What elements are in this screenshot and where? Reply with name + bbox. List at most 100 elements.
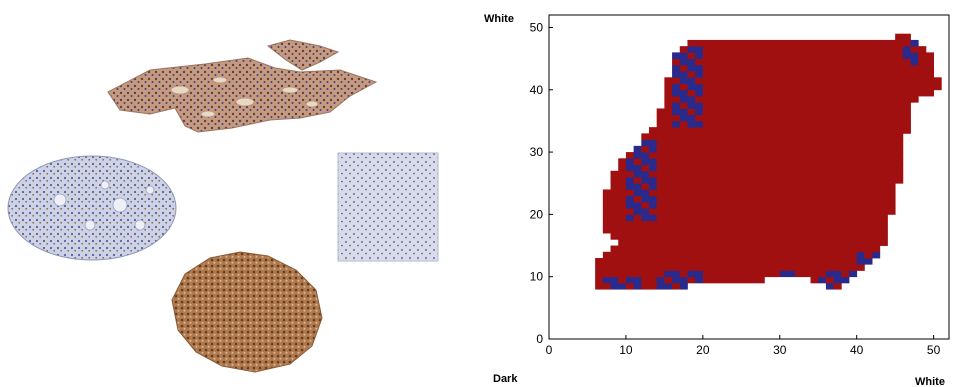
heatmap-cell [702, 89, 711, 97]
heatmap-cell [787, 214, 796, 222]
heatmap-cell [756, 208, 765, 215]
heatmap-cell-edge [695, 64, 704, 72]
heatmap-cell [833, 220, 842, 228]
heatmap-cell [772, 270, 781, 278]
heatmap-cell [749, 96, 758, 103]
heatmap-cell [764, 71, 773, 78]
heatmap-cell [718, 264, 727, 271]
heatmap-cell [695, 145, 704, 153]
heatmap-cell [749, 195, 758, 203]
heatmap-cell-edge [672, 52, 681, 60]
heatmap-cell [818, 108, 827, 116]
heatmap-cell [756, 195, 765, 203]
heatmap-cell [656, 183, 665, 190]
heatmap-cell [749, 89, 758, 97]
heatmap-cell [702, 189, 711, 197]
heatmap-cell [733, 208, 742, 215]
heatmap-cell [810, 189, 819, 197]
heatmap-cell [841, 89, 850, 97]
heatmap-cell [779, 245, 788, 253]
heatmap-cell [825, 195, 835, 203]
heatmap-cell [918, 64, 927, 72]
heatmap-cell [625, 233, 635, 240]
heatmap-cell [810, 233, 819, 240]
heatmap-cell [933, 77, 942, 84]
heatmap-cell [625, 258, 635, 265]
heatmap-cell [710, 233, 719, 240]
heatmap-cell [687, 145, 696, 153]
heatmap-cell [725, 139, 735, 147]
heatmap-cell [695, 264, 704, 271]
heatmap-cell [710, 239, 719, 246]
heatmap-cell [779, 102, 788, 109]
heatmap-cell [664, 139, 673, 147]
heatmap-cell [725, 46, 735, 53]
heatmap-cell [695, 39, 704, 47]
heatmap-cell [764, 214, 773, 222]
heatmap-cell [887, 195, 896, 203]
heatmap-cell [779, 201, 788, 209]
heatmap-cell [910, 89, 919, 97]
heatmap-cell [849, 220, 858, 228]
heatmap-cell [772, 233, 781, 240]
heatmap-cell [672, 177, 681, 184]
heatmap-cell [725, 58, 735, 66]
heatmap-cell [864, 96, 873, 103]
heatmap-cell [733, 145, 742, 153]
heatmap-cell [825, 114, 835, 122]
y-axis: 0 10 20 30 40 50 [530, 20, 553, 346]
heatmap-cell [841, 77, 850, 84]
heatmap-cell [802, 226, 811, 234]
heatmap-cell [602, 214, 611, 222]
heatmap-cell [787, 71, 796, 78]
heatmap-cell [725, 108, 735, 116]
heatmap-cell [849, 208, 858, 215]
heatmap-cell [802, 108, 811, 116]
heatmap-cell [664, 201, 673, 209]
heatmap-cell-edge [625, 195, 635, 203]
heatmap-cell [756, 226, 765, 234]
heatmap-cell [825, 264, 835, 271]
heatmap-cell-edge [695, 276, 704, 284]
heatmap-cell [672, 233, 681, 240]
heatmap-cell [795, 201, 804, 209]
heatmap-cell [802, 120, 811, 128]
heatmap-cell [710, 189, 719, 197]
heatmap-cell [795, 164, 804, 172]
heatmap-cell [795, 270, 804, 278]
heatmap-cell [787, 220, 796, 228]
heatmap-cell [695, 96, 704, 103]
heatmap-cell [749, 201, 758, 209]
heatmap-cell [795, 220, 804, 228]
heatmap-cell [610, 189, 619, 197]
heatmap-cell [702, 220, 711, 228]
heatmap-cell [664, 276, 673, 284]
heatmap-cell [756, 270, 765, 278]
heatmap-cell [872, 139, 881, 147]
heatmap-cell [841, 214, 850, 222]
heatmap-cell [695, 170, 704, 178]
heatmap-cell [887, 170, 896, 178]
heatmap-cell [702, 139, 711, 147]
heatmap-cell [833, 258, 842, 265]
heatmap-cell [872, 46, 881, 53]
heatmap-cell [856, 114, 865, 122]
heatmap-cell [656, 114, 665, 122]
heatmap-cell [741, 71, 750, 78]
heatmap-cell [879, 77, 888, 84]
heatmap-cell [741, 258, 750, 265]
heatmap-cell [810, 251, 819, 259]
heatmap-cell-edge [641, 195, 650, 203]
heatmap-cell [879, 226, 888, 234]
heatmap-cell [887, 89, 896, 97]
heatmap-cell [872, 64, 881, 72]
heatmap-cell [664, 245, 673, 253]
heatmap-cell [887, 77, 896, 84]
heatmap-cell [833, 120, 842, 128]
heatmap-cell [764, 208, 773, 215]
heatmap-cell [864, 145, 873, 153]
heatmap-cell [695, 195, 704, 203]
heatmap-cell [702, 133, 711, 141]
heatmap-cell-edge [672, 108, 681, 116]
heatmap-cell [656, 170, 665, 178]
